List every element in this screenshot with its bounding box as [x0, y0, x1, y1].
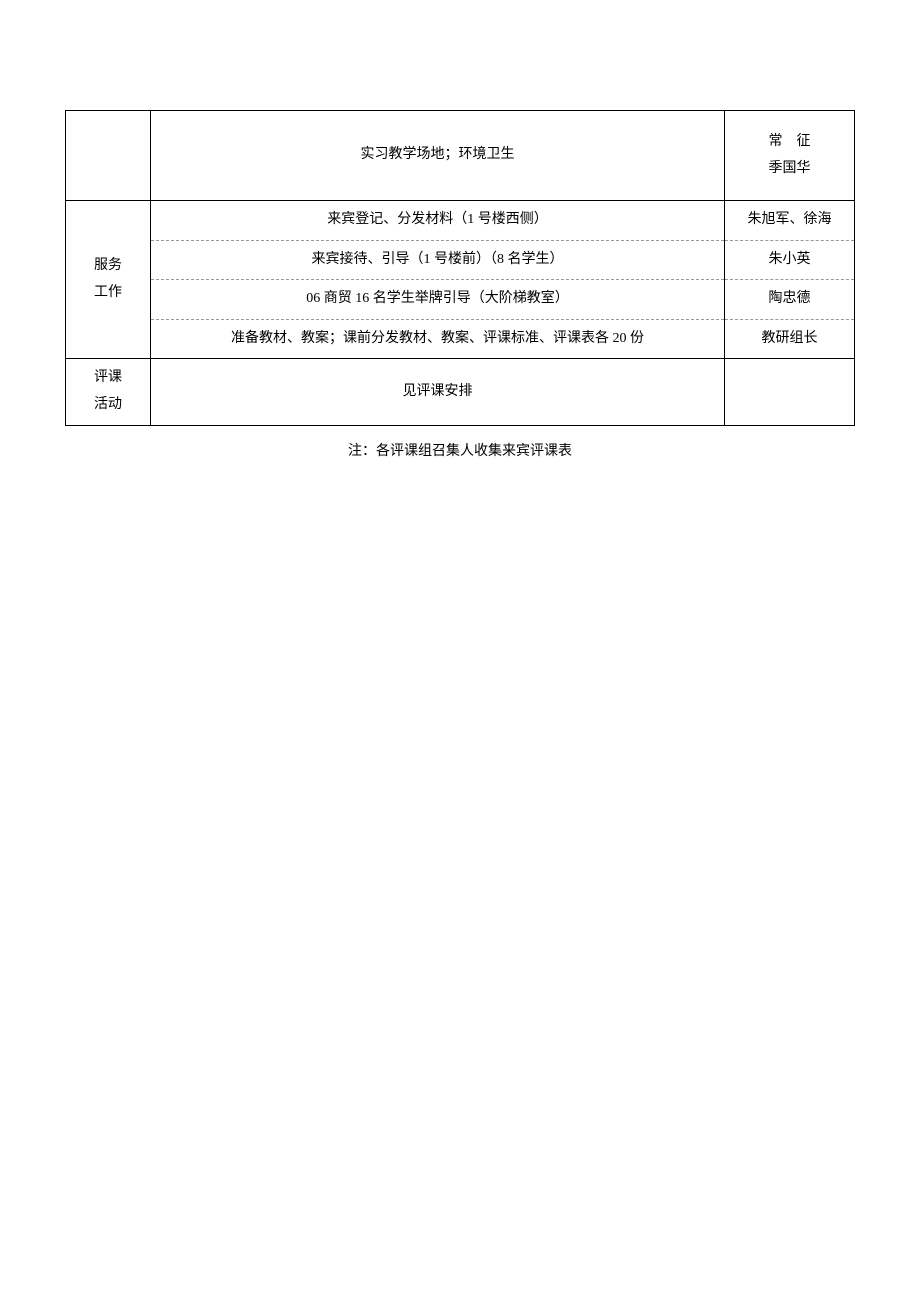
schedule-table: 实习教学场地；环境卫生 常 征季国华 服务工作 来宾登记、分发材料（1 号楼西侧…	[65, 110, 855, 426]
cell-person: 常 征季国华	[725, 111, 855, 201]
table-row: 来宾接待、引导（1 号楼前）（8 名学生） 朱小英	[66, 240, 855, 280]
cell-person: 教研组长	[725, 319, 855, 359]
table-row: 实习教学场地；环境卫生 常 征季国华	[66, 111, 855, 201]
cell-person: 朱旭军、徐海	[725, 201, 855, 241]
cell-person: 朱小英	[725, 240, 855, 280]
table-row: 准备教材、教案；课前分发教材、教案、评课标准、评课表各 20 份 教研组长	[66, 319, 855, 359]
cell-category	[66, 111, 151, 201]
cell-content: 准备教材、教案；课前分发教材、教案、评课标准、评课表各 20 份	[151, 319, 725, 359]
cell-person: 陶忠德	[725, 280, 855, 320]
cell-content: 见评课安排	[151, 359, 725, 425]
cell-person	[725, 359, 855, 425]
table-row: 06 商贸 16 名学生举牌引导（大阶梯教室） 陶忠德	[66, 280, 855, 320]
cell-content: 实习教学场地；环境卫生	[151, 111, 725, 201]
table-row: 服务工作 来宾登记、分发材料（1 号楼西侧） 朱旭军、徐海	[66, 201, 855, 241]
cell-category: 服务工作	[66, 201, 151, 359]
table-row: 评课活动 见评课安排	[66, 359, 855, 425]
cell-content: 来宾登记、分发材料（1 号楼西侧）	[151, 201, 725, 241]
cell-content: 06 商贸 16 名学生举牌引导（大阶梯教室）	[151, 280, 725, 320]
cell-category: 评课活动	[66, 359, 151, 425]
cell-content: 来宾接待、引导（1 号楼前）（8 名学生）	[151, 240, 725, 280]
footnote-text: 注：各评课组召集人收集来宾评课表	[65, 440, 855, 460]
